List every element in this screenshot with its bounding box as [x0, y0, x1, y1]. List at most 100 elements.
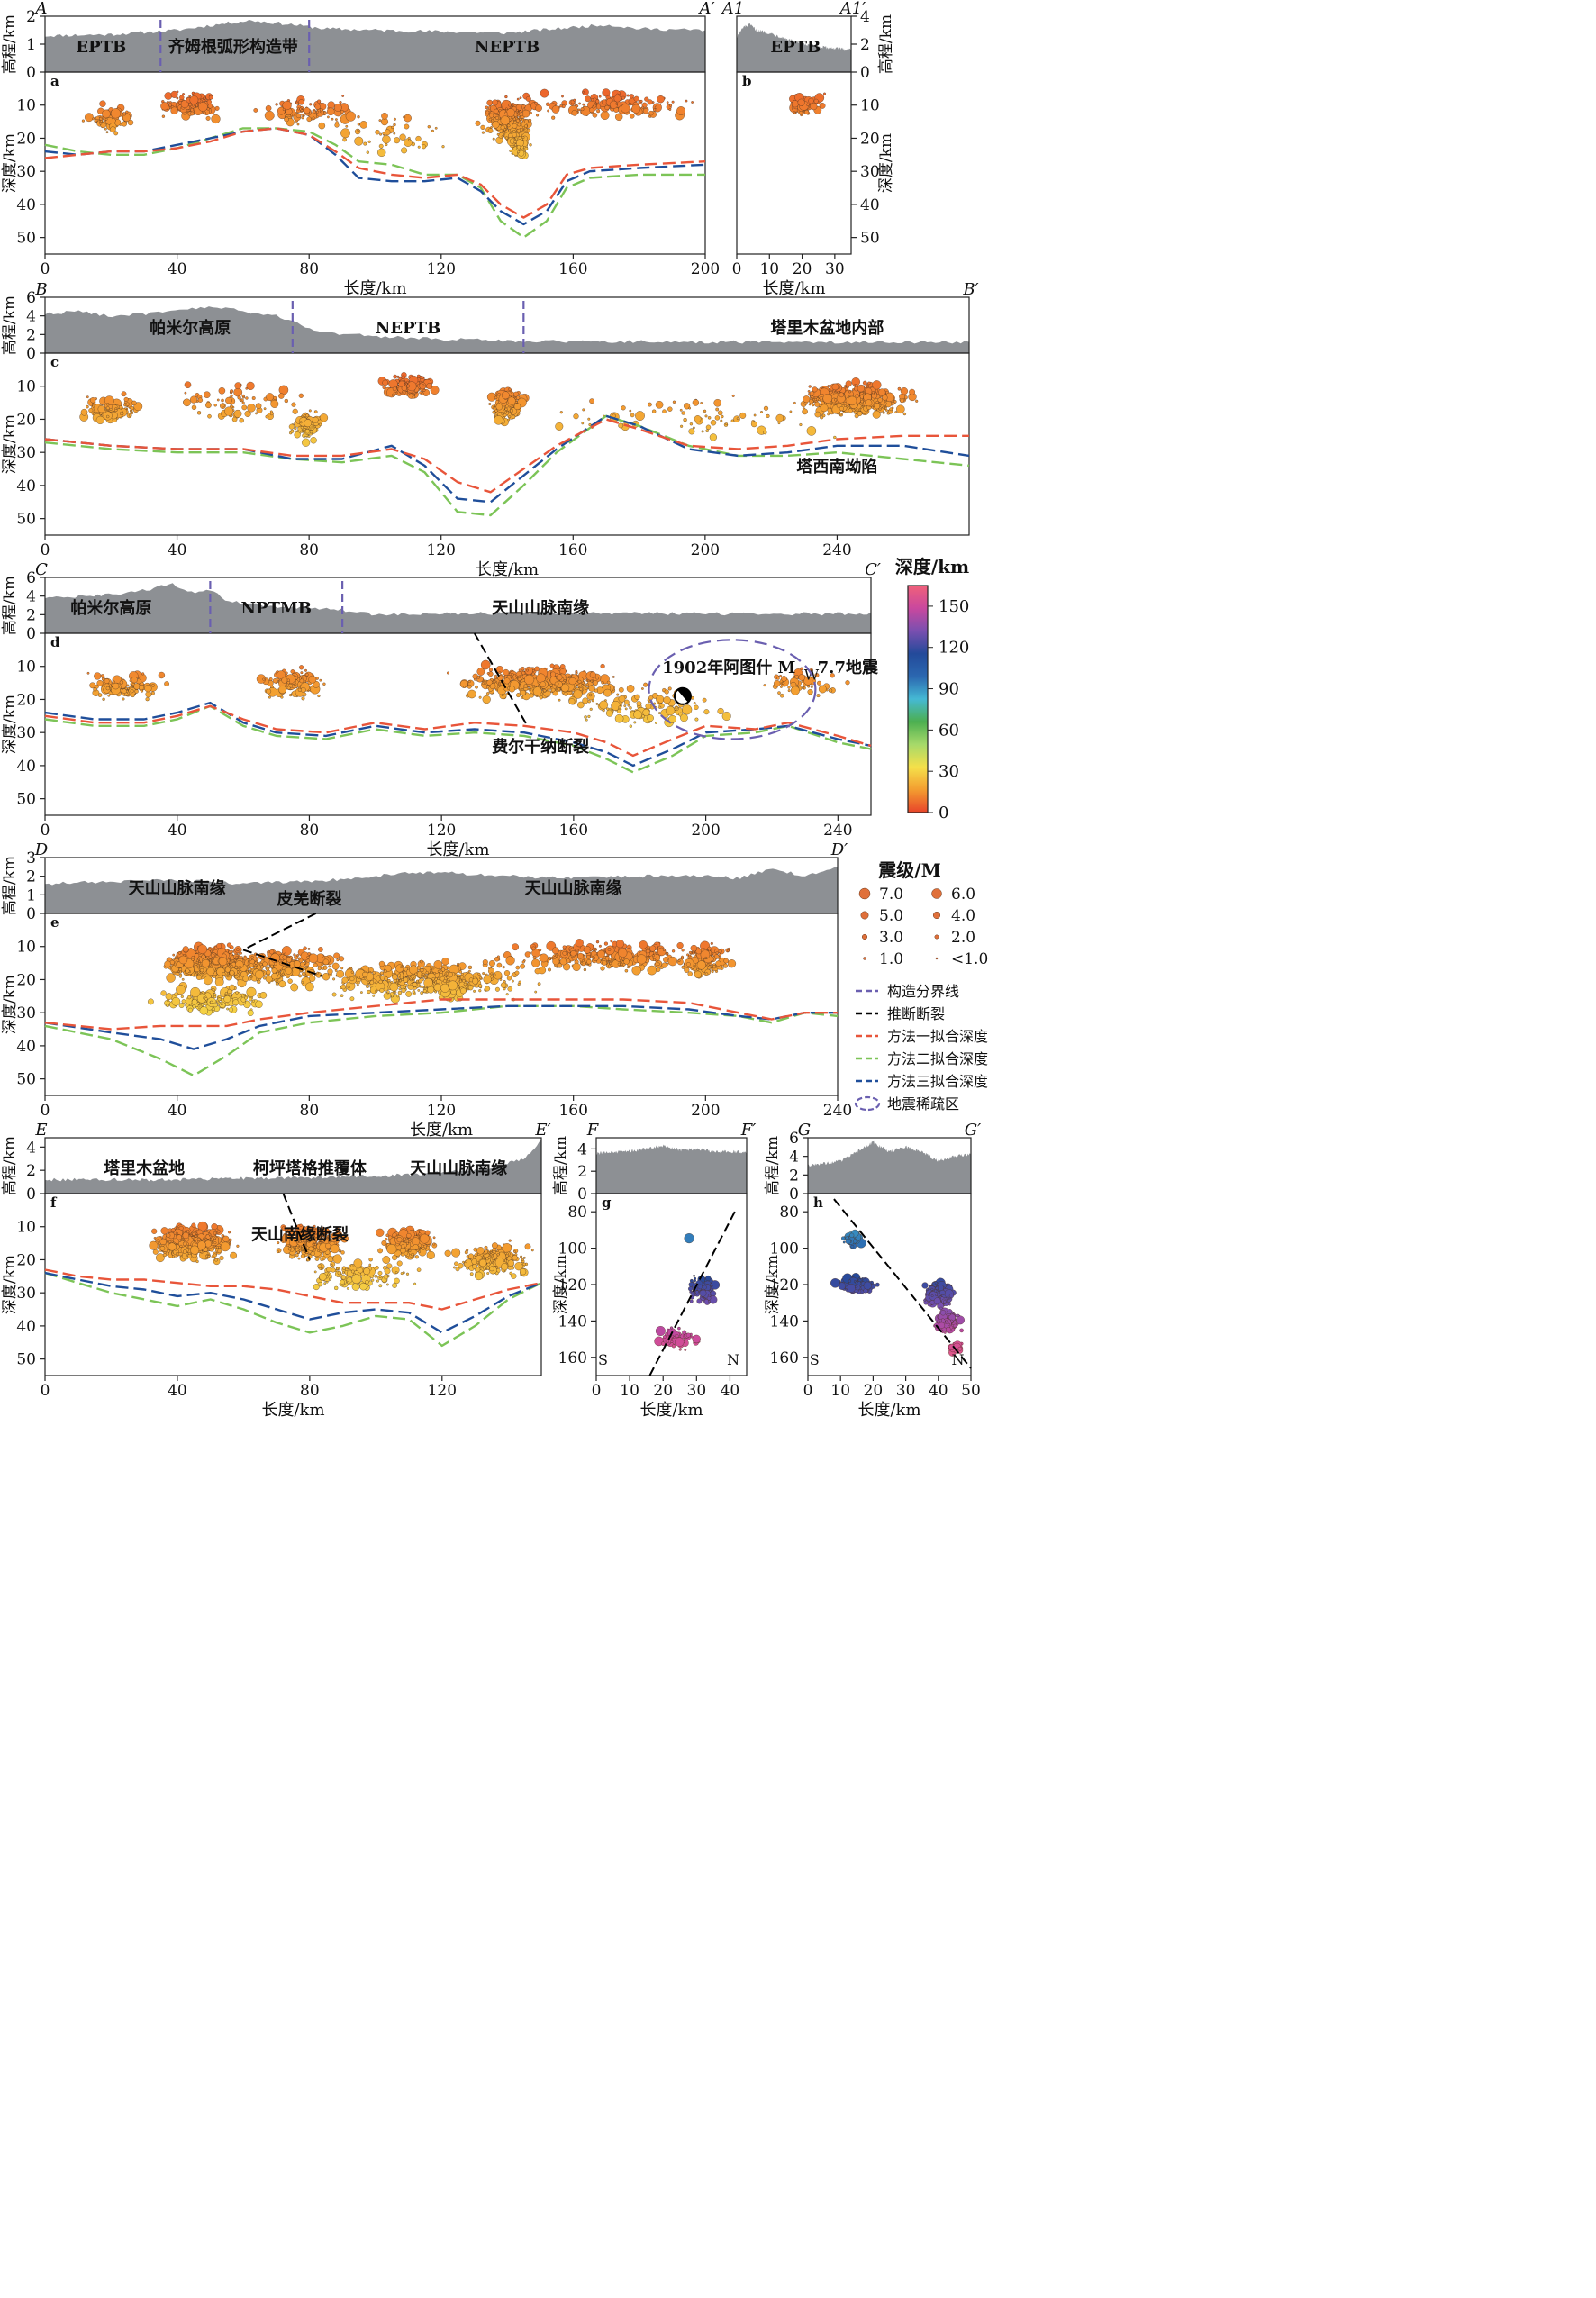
earthquake-dot [94, 672, 102, 680]
earthquake-dot [427, 125, 431, 129]
earthquake-dot [830, 402, 833, 406]
depth-frame [44, 632, 872, 816]
elev-tick-label: 0 [860, 64, 870, 82]
earthquake-dot [521, 109, 530, 118]
region-label: 天山山脉南缘 [525, 878, 622, 898]
earthquake-dot [389, 982, 399, 992]
earthquake-dot [366, 150, 369, 154]
earthquake-dot [857, 384, 866, 393]
earthquake-dot [516, 118, 520, 123]
earthquake-dot [357, 115, 360, 119]
section-start-label: D [34, 840, 49, 859]
earthquake-dot [298, 393, 304, 398]
earthquake-dot [516, 145, 521, 150]
earthquake-dot [97, 693, 103, 697]
earthquake-dot [866, 385, 870, 388]
earthquake-dot [134, 689, 139, 694]
earthquake-dot [546, 678, 550, 683]
earthquake-dot [254, 961, 258, 965]
earthquake-dot [665, 705, 676, 716]
earthquake-dot [524, 124, 528, 128]
earthquake-dot [423, 977, 433, 988]
earthquake-dot [845, 380, 852, 387]
earthquake-dot [269, 949, 275, 955]
earthquake-dot [433, 960, 443, 969]
earthquake-dot [357, 123, 360, 126]
earthquake-dot [125, 110, 129, 114]
earthquake-dot [501, 694, 504, 696]
earthquake-dot [384, 129, 391, 136]
earthquake-dot [475, 120, 481, 126]
earthquake-dot [302, 971, 306, 976]
earthquake-dot [400, 966, 403, 968]
earthquake-dot [889, 407, 893, 412]
earthquake-dot [268, 695, 271, 699]
earthquake-dot [295, 113, 302, 119]
earthquake-dot [302, 438, 311, 447]
earthquake-dot [707, 416, 712, 420]
earthquake-dot [300, 687, 306, 693]
earthquake-dot [406, 380, 410, 384]
earthquake-dot [577, 108, 581, 112]
depth-tick-label: 10 [16, 939, 36, 957]
region-label: 齐姆根弧形构造带 [168, 37, 298, 57]
earthquake-dot [184, 381, 192, 388]
earthquake-dot [502, 966, 505, 969]
earthquake-dot [580, 961, 584, 965]
earthquake-dot [431, 129, 434, 132]
earthquake-dot [871, 391, 875, 395]
earthquake-dot [537, 982, 541, 986]
earthquake-dot [813, 98, 819, 104]
earthquake-dot [654, 105, 657, 109]
earthquake-dot [704, 414, 708, 418]
earthquake-dot [700, 402, 703, 404]
earthquake-dot [296, 123, 300, 126]
earthquake-dot [694, 704, 699, 710]
earthquake-dot [688, 954, 692, 958]
x-tick-label: 0 [41, 1102, 50, 1120]
earthquake-dot [198, 102, 208, 112]
earthquake-dot [727, 959, 737, 968]
earthquake-dot [516, 109, 519, 112]
earthquake-dot [319, 422, 322, 426]
earthquake-dot [270, 964, 274, 968]
earthquake-dot [497, 393, 501, 396]
earthquake-dot [582, 408, 585, 412]
earthquake-dot [671, 949, 676, 953]
earthquake-dot [568, 677, 576, 686]
earthquake-dot [336, 969, 345, 978]
earthquake-dot [467, 680, 471, 684]
earthquake-dot [600, 111, 610, 120]
elev-tick-label: 0 [26, 64, 36, 82]
earthquake-dot [514, 970, 520, 976]
earthquake-dot [517, 150, 521, 154]
earthquake-dot [179, 975, 182, 978]
earthquake-dot [503, 131, 506, 134]
elev-tick-label: 2 [860, 36, 870, 54]
earthquake-dot [763, 430, 767, 435]
region-label: 天山山脉南缘 [492, 598, 589, 618]
earthquake-dot [191, 104, 195, 107]
earthquake-dot [532, 686, 542, 696]
earthquake-dot [201, 958, 210, 967]
earthquake-dot [882, 405, 885, 409]
x-tick-label: 40 [168, 541, 187, 559]
earthquake-dot [249, 971, 253, 975]
earthquake-dot [412, 395, 416, 399]
earthquake-dot [568, 698, 576, 705]
earthquake-dot [290, 429, 295, 433]
earthquake-dot [818, 398, 821, 402]
earthquake-dot [641, 687, 644, 690]
earthquake-dot [401, 987, 406, 994]
earthquake-dot [151, 684, 155, 687]
earthquake-dot [524, 674, 535, 685]
elev-tick-label: 2 [26, 868, 36, 886]
depth-frame [44, 913, 839, 1096]
depth-axis-title: 深度/km [1, 414, 19, 474]
earthquake-dot [318, 947, 323, 952]
earthquake-dot [304, 107, 311, 114]
earthquake-dot [763, 405, 769, 411]
earthquake-dot [415, 979, 419, 983]
earthquake-dot [667, 956, 677, 967]
